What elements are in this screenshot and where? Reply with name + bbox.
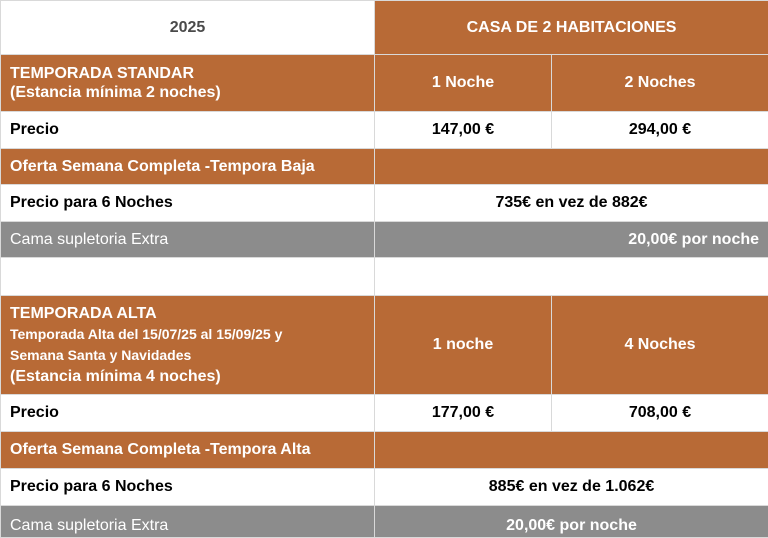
standard-offer-row: Oferta Semana Completa -Tempora Baja [1,149,768,185]
high-price1: 177,00 € [375,395,552,432]
high-min-stay: (Estancia mínima 4 noches) [10,366,365,387]
standard-6nights-value: 735€ en vez de 882€ [375,185,768,222]
high-6nights-value: 885€ en vez de 1.062€ [375,469,768,506]
high-offer-title: Oferta Semana Completa -Tempora Alta [1,432,375,469]
standard-6nights-row: Precio para 6 Noches 735€ en vez de 882€ [1,185,768,222]
high-col1-header: 1 noche [375,296,552,395]
standard-extra-bed-value: 20,00€ por noche [375,222,768,258]
standard-offer-title: Oferta Semana Completa -Tempora Baja [1,149,375,185]
standard-season-title: TEMPORADA STANDAR [10,64,365,83]
header-row: 2025 CASA DE 2 HABITACIONES [1,1,768,55]
standard-min-stay: (Estancia mínima 2 noches) [10,83,365,102]
standard-extra-bed-label: Cama supletoria Extra [1,222,375,258]
spacer-row [1,258,768,296]
high-6nights-label: Precio para 6 Noches [1,469,375,506]
standard-price1: 147,00 € [375,112,552,149]
high-offer-row: Oferta Semana Completa -Tempora Alta [1,432,768,469]
high-price-label: Precio [1,395,375,432]
high-extra-bed-value: 20,00€ por noche [375,506,768,538]
high-season-dates-line2: Semana Santa y Navidades [10,345,365,366]
standard-6nights-label: Precio para 6 Noches [1,185,375,222]
year-label: 2025 [1,1,375,55]
house-title: CASA DE 2 HABITACIONES [375,1,768,55]
standard-season-row: TEMPORADA STANDAR (Estancia mínima 2 noc… [1,55,768,112]
high-col2-header: 4 Noches [552,296,768,395]
high-price2: 708,00 € [552,395,768,432]
standard-col2-header: 2 Noches [552,55,768,112]
high-6nights-row: Precio para 6 Noches 885€ en vez de 1.06… [1,469,768,506]
standard-offer-filler [375,149,768,185]
high-extra-bed-label: Cama supletoria Extra [1,506,375,538]
standard-col1-header: 1 Noche [375,55,552,112]
standard-price2: 294,00 € [552,112,768,149]
spacer-cell-right [375,258,768,296]
high-extra-bed-row: Cama supletoria Extra 20,00€ por noche [1,506,768,538]
standard-price-label: Precio [1,112,375,149]
high-season-cell: TEMPORADA ALTA Temporada Alta del 15/07/… [1,296,375,395]
high-season-row: TEMPORADA ALTA Temporada Alta del 15/07/… [1,296,768,395]
standard-season-cell: TEMPORADA STANDAR (Estancia mínima 2 noc… [1,55,375,112]
high-season-title: TEMPORADA ALTA [10,303,365,324]
high-price-row: Precio 177,00 € 708,00 € [1,395,768,432]
spacer-cell [1,258,375,296]
high-offer-filler [375,432,768,469]
standard-extra-bed-row: Cama supletoria Extra 20,00€ por noche [1,222,768,258]
standard-price-row: Precio 147,00 € 294,00 € [1,112,768,149]
high-season-dates-line1: Temporada Alta del 15/07/25 al 15/09/25 … [10,324,365,345]
